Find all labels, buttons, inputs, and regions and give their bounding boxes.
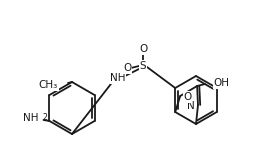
Text: NH: NH [23,113,38,123]
Text: O: O [139,44,147,54]
Text: O: O [123,63,131,73]
Text: O: O [183,92,192,102]
Text: NH: NH [110,73,126,83]
Text: OH: OH [213,78,229,88]
Text: S: S [140,61,146,71]
Text: N: N [187,101,195,111]
Text: CH₃: CH₃ [39,80,58,90]
Text: 2: 2 [42,114,47,122]
